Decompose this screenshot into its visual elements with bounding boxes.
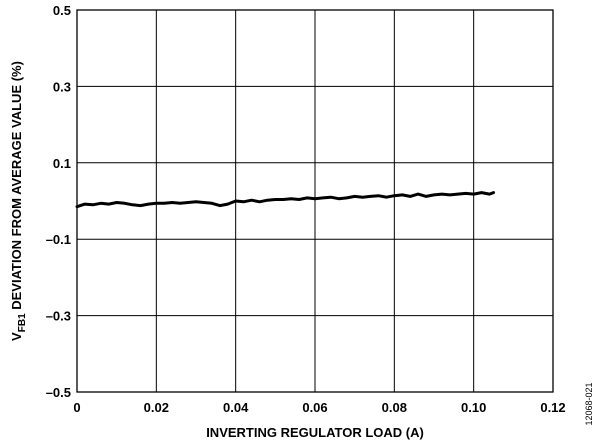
x-tick-label: 0.12: [540, 400, 565, 415]
x-tick-label: 0.10: [461, 400, 486, 415]
chart-grid: [77, 10, 553, 392]
y-axis-label-prefix: V: [9, 332, 24, 341]
x-axis-ticks: 0 0.02 0.04 0.06 0.08 0.10 0.12: [73, 400, 565, 415]
x-tick-label: 0.04: [223, 400, 249, 415]
y-tick-label: 0.1: [53, 156, 71, 171]
y-tick-label: 0.5: [53, 3, 71, 18]
y-tick-label: –0.3: [46, 309, 71, 324]
y-tick-label: 0.3: [53, 79, 71, 94]
y-axis-label: VFB1 DEVIATION FROM AVERAGE VALUE (%): [9, 61, 28, 341]
y-axis-ticks: 0.5 0.3 0.1 –0.1 –0.3 –0.5: [46, 3, 71, 400]
series-layer: [75, 191, 495, 209]
y-tick-label: –0.1: [46, 232, 71, 247]
series-line: [75, 191, 495, 209]
x-tick-label: 0.08: [382, 400, 407, 415]
y-axis-label-rest: DEVIATION FROM AVERAGE VALUE (%): [9, 61, 24, 313]
x-tick-label: 0: [73, 400, 80, 415]
y-tick-label: –0.5: [46, 385, 71, 400]
plot-area-frame: [76, 9, 554, 393]
x-tick-label: 0.06: [302, 400, 327, 415]
x-tick-label: 0.02: [144, 400, 169, 415]
y-axis-label-subscript: FB1: [17, 313, 28, 332]
figure-id: 12068-021: [584, 382, 594, 425]
x-axis-label: INVERTING REGULATOR LOAD (A): [206, 425, 424, 440]
